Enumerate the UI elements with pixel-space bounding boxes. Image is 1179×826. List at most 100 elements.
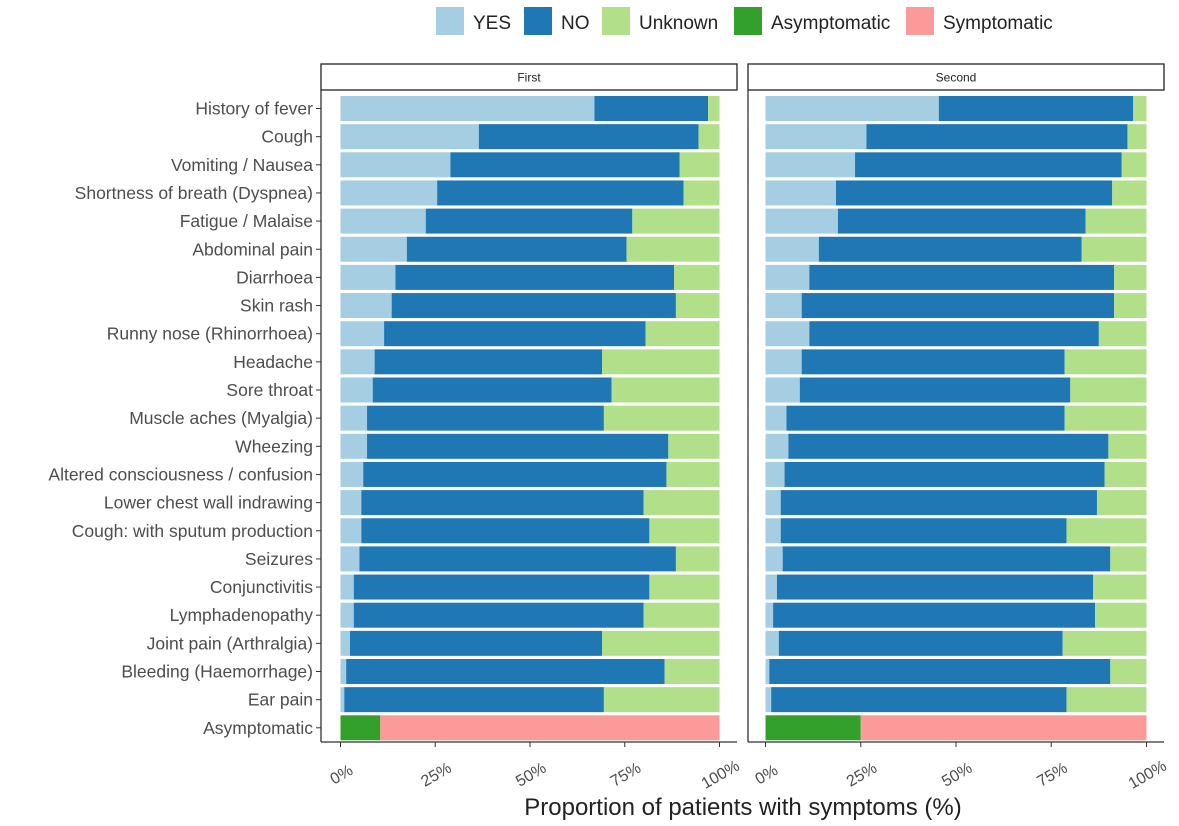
bar-yes — [340, 659, 347, 684]
bar-no — [809, 264, 1115, 290]
bar-unknown — [1062, 630, 1147, 656]
bar-yes — [340, 180, 438, 206]
bar-yes — [340, 574, 354, 600]
bar-yes — [765, 264, 810, 290]
panel-second: Second 0% 25% 50% 75% 100% — [747, 63, 1170, 793]
category-label: Altered consciousness / confusion — [48, 464, 313, 484]
bar-unknown — [1121, 152, 1147, 178]
category-label: Headache — [233, 352, 313, 372]
bar-no — [367, 405, 604, 431]
bar-no — [799, 377, 1071, 403]
category-label: History of fever — [195, 99, 313, 119]
x-tick-label: 0% — [752, 762, 781, 788]
bar-yes — [340, 349, 375, 375]
bar-unknown — [708, 96, 720, 121]
category-label: Fatigue / Malaise — [180, 211, 313, 231]
bar-yes — [765, 208, 838, 234]
bar-yes — [765, 349, 802, 375]
bar-asymptomatic — [765, 715, 861, 741]
category-label: Lower chest wall indrawing — [104, 493, 313, 513]
bar-no — [782, 546, 1111, 572]
bar-unknown — [632, 208, 720, 234]
legend-swatch-asymptomatic — [734, 7, 762, 35]
bar-unknown — [1064, 349, 1147, 375]
category-label: Ear pain — [248, 690, 313, 710]
bar-unknown — [1133, 96, 1147, 121]
bar-yes — [765, 152, 856, 178]
bar-no — [367, 433, 669, 459]
panel-first: First 0% 25% 50% 75% 100% — [320, 63, 743, 793]
bar-yes — [765, 124, 867, 150]
bar-no — [837, 208, 1086, 234]
bar-no — [344, 687, 604, 713]
x-tick-label: 100% — [1126, 758, 1170, 793]
bar-unknown — [683, 180, 720, 206]
legend-swatch-no — [524, 7, 552, 35]
bar-unknown — [1110, 546, 1147, 572]
legend-swatch-yes — [436, 7, 464, 35]
bar-no — [395, 264, 675, 290]
bar-yes — [765, 433, 789, 459]
x-tick-label: 75% — [1034, 760, 1070, 791]
category-label: Bleeding (Haemorrhage) — [121, 662, 313, 682]
bar-yes — [765, 490, 781, 516]
bar-no — [425, 208, 633, 234]
category-label: Sore throat — [226, 380, 313, 400]
bar-yes — [765, 630, 779, 656]
bar-yes — [340, 518, 362, 544]
bar-symptomatic — [860, 715, 1147, 741]
bar-symptomatic — [380, 715, 720, 741]
bar-no — [801, 349, 1065, 375]
bar-no — [769, 659, 1111, 684]
legend: YES NO Unknown Asymptomatic Symptomatic — [436, 7, 1053, 35]
bar-no — [450, 152, 680, 178]
legend-swatch-unknown — [602, 7, 630, 35]
legend-label-asymptomatic: Asymptomatic — [771, 13, 890, 34]
bar-yes — [765, 518, 781, 544]
bar-yes — [340, 236, 407, 262]
bar-yes — [765, 321, 810, 347]
bar-yes — [765, 96, 939, 121]
bar-unknown — [603, 687, 720, 713]
bar-unknown — [1095, 602, 1147, 628]
bar-yes — [340, 490, 362, 516]
bar-unknown — [668, 433, 720, 459]
bar-no — [478, 124, 699, 150]
x-tick-label: 25% — [418, 760, 454, 791]
x-axis-title: Proportion of patients with symptoms (%) — [524, 794, 962, 821]
bar-yes — [340, 546, 360, 572]
bar-yes — [340, 321, 385, 347]
bar-yes — [340, 152, 451, 178]
bar-no — [788, 433, 1109, 459]
bar-unknown — [643, 602, 720, 628]
bar-unknown — [1110, 659, 1147, 684]
bar-unknown — [1112, 180, 1147, 206]
bar-yes — [340, 687, 345, 713]
bar-unknown — [1066, 518, 1147, 544]
bar-no — [359, 546, 676, 572]
bar-no — [372, 377, 612, 403]
category-label: Abdominal pain — [192, 239, 313, 259]
bar-yes — [765, 546, 783, 572]
bar-no — [938, 96, 1134, 121]
category-label: Skin rash — [240, 296, 313, 316]
bar-yes — [765, 687, 772, 713]
bar-no — [780, 490, 1097, 516]
legend-label-yes: YES — [473, 13, 511, 34]
category-label: Cough — [261, 127, 313, 147]
bar-no — [391, 293, 676, 319]
facet-strip — [747, 63, 1165, 91]
bar-unknown — [603, 405, 720, 431]
bar-no — [771, 687, 1067, 713]
bar-yes — [340, 602, 354, 628]
legend-label-symptomatic: Symptomatic — [943, 13, 1053, 34]
y-axis-labels: History of fever Cough Vomiting / Nausea Sh… — [48, 99, 321, 738]
bar-no — [437, 180, 684, 206]
bar-unknown — [1081, 236, 1147, 262]
bar-unknown — [602, 349, 720, 375]
bar-unknown — [1108, 433, 1147, 459]
bar-no — [855, 152, 1122, 178]
bar-no — [361, 490, 644, 516]
bar-no — [866, 124, 1128, 150]
